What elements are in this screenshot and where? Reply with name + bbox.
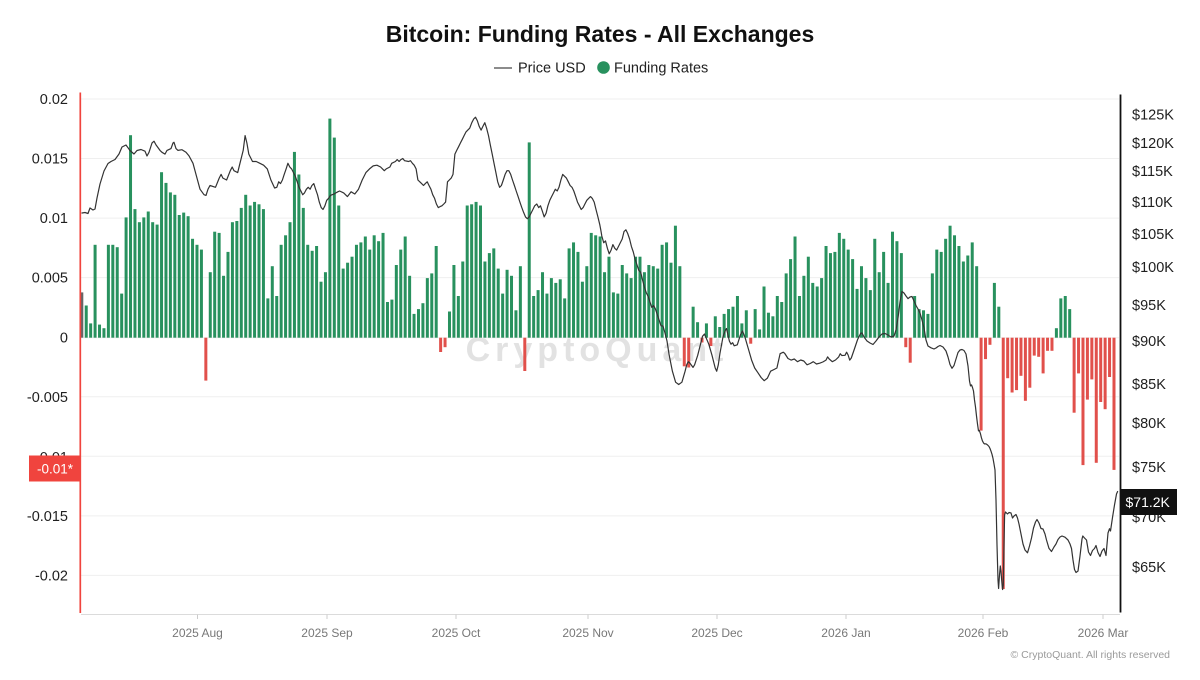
svg-text:2025 Sep: 2025 Sep <box>301 626 353 640</box>
svg-text:0.015: 0.015 <box>32 152 68 168</box>
svg-text:0.02: 0.02 <box>40 92 68 108</box>
svg-text:0: 0 <box>60 331 68 347</box>
svg-text:2025 Aug: 2025 Aug <box>172 626 223 640</box>
svg-text:$95K: $95K <box>1132 298 1166 314</box>
svg-text:2025 Nov: 2025 Nov <box>562 626 613 640</box>
svg-text:$85K: $85K <box>1132 377 1166 393</box>
svg-text:$75K: $75K <box>1132 460 1166 476</box>
svg-text:2026 Mar: 2026 Mar <box>1078 626 1129 640</box>
svg-text:-0.015: -0.015 <box>27 509 68 525</box>
svg-text:$100K: $100K <box>1132 260 1174 276</box>
svg-text:2026 Jan: 2026 Jan <box>821 626 870 640</box>
svg-text:Funding Rates: Funding Rates <box>614 61 708 77</box>
svg-text:-0.005: -0.005 <box>27 390 68 406</box>
svg-text:$120K: $120K <box>1132 136 1174 152</box>
svg-text:© CryptoQuant. All rights rese: © CryptoQuant. All rights reserved <box>1011 649 1171 661</box>
svg-text:$115K: $115K <box>1132 164 1173 180</box>
svg-text:$90K: $90K <box>1132 334 1166 350</box>
svg-text:0.01: 0.01 <box>40 211 68 227</box>
svg-text:$125K: $125K <box>1132 108 1174 124</box>
svg-text:0.005: 0.005 <box>32 271 68 287</box>
svg-text:-0.02: -0.02 <box>35 568 68 584</box>
svg-text:-0.01*: -0.01* <box>37 462 74 477</box>
svg-text:2026 Feb: 2026 Feb <box>958 626 1009 640</box>
svg-text:$105K: $105K <box>1132 227 1174 243</box>
svg-text:$110K: $110K <box>1132 195 1173 211</box>
svg-text:Price USD: Price USD <box>518 61 586 77</box>
svg-text:$80K: $80K <box>1132 416 1166 432</box>
svg-text:Bitcoin: Funding Rates - All E: Bitcoin: Funding Rates - All Exchanges <box>386 21 815 47</box>
svg-text:2025 Oct: 2025 Oct <box>432 626 481 640</box>
svg-text:$71.2K: $71.2K <box>1126 494 1171 510</box>
svg-text:2025 Dec: 2025 Dec <box>691 626 742 640</box>
svg-text:$65K: $65K <box>1132 560 1166 576</box>
